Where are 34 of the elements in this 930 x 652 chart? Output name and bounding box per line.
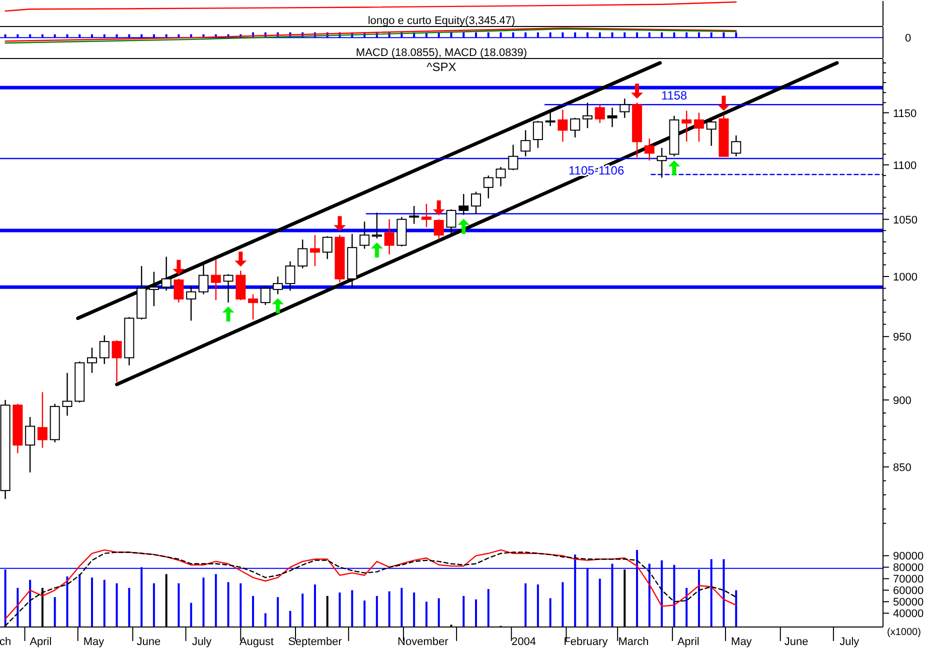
y-tick-label: 950 bbox=[893, 332, 912, 344]
y-tick-label: 850 bbox=[893, 462, 912, 474]
x-tick-label: March bbox=[618, 636, 649, 648]
x-tick-label: July bbox=[840, 636, 860, 648]
x-tick-label: June bbox=[136, 636, 161, 648]
x-tick-label: November bbox=[398, 636, 449, 648]
y-tick-label: 40000 bbox=[893, 608, 924, 620]
x-tick-label: May bbox=[83, 636, 105, 648]
text: 0 bbox=[905, 32, 912, 45]
y-tick-label: 80000 bbox=[893, 562, 924, 574]
chart-title: ^SPX bbox=[426, 60, 456, 74]
annotation: 1158 bbox=[661, 88, 688, 103]
y-tick-label: 90000 bbox=[893, 550, 924, 563]
x-tick-label: April bbox=[30, 636, 52, 648]
y-tick-label: 50000 bbox=[893, 596, 924, 609]
y-tick-label: 900 bbox=[893, 394, 912, 407]
y-axis-title: (x1000) bbox=[887, 627, 921, 638]
y-tick-label: 1000 bbox=[893, 272, 918, 284]
y-tick-label: 60000 bbox=[893, 585, 924, 598]
x-tick-label: September bbox=[288, 636, 342, 648]
text: MACD (18.0855), MACD (18.0839) bbox=[356, 47, 528, 59]
x-tick-label: August bbox=[239, 636, 274, 648]
y-tick-label: 70000 bbox=[893, 574, 924, 586]
y-tick-label: 1100 bbox=[893, 160, 917, 172]
x-tick-label: ch bbox=[0, 636, 12, 648]
x-tick-label: May bbox=[731, 636, 752, 648]
x-tick-label: 2004 bbox=[512, 636, 536, 648]
x-tick-label: April bbox=[677, 636, 700, 648]
x-tick-label: June bbox=[784, 636, 808, 648]
x-tick-label: February bbox=[564, 636, 608, 648]
x-tick-label: July bbox=[192, 636, 212, 648]
text: longo e curto Equity(3,345.47) bbox=[368, 15, 516, 27]
y-tick-label: 1150 bbox=[893, 108, 917, 120]
y-tick-label: 1050 bbox=[893, 214, 918, 226]
